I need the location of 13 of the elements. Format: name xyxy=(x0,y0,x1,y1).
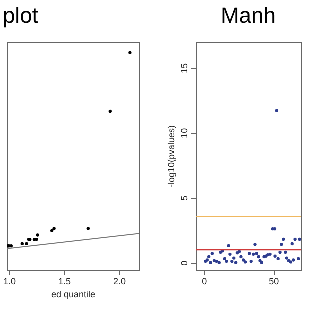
y-axis-title: -log10(pvalues) xyxy=(166,125,176,188)
x-tick-label: 1.5 xyxy=(58,276,71,286)
y-tick-label: 0 xyxy=(180,260,190,266)
y-tick-label: 5 xyxy=(180,196,190,201)
x-tick-label: 0 xyxy=(202,276,208,286)
x-tick-label: 1.0 xyxy=(3,276,16,286)
x-axis-title: ed quantile xyxy=(51,290,96,300)
chart-title: Manh xyxy=(220,3,276,28)
x-tick-label: 2.0 xyxy=(113,276,126,286)
y-tick-label: 10 xyxy=(180,128,190,138)
y-tick-label: 15 xyxy=(180,63,190,74)
x-tick-label: 50 xyxy=(269,276,280,286)
chart-title: plot xyxy=(2,3,38,28)
